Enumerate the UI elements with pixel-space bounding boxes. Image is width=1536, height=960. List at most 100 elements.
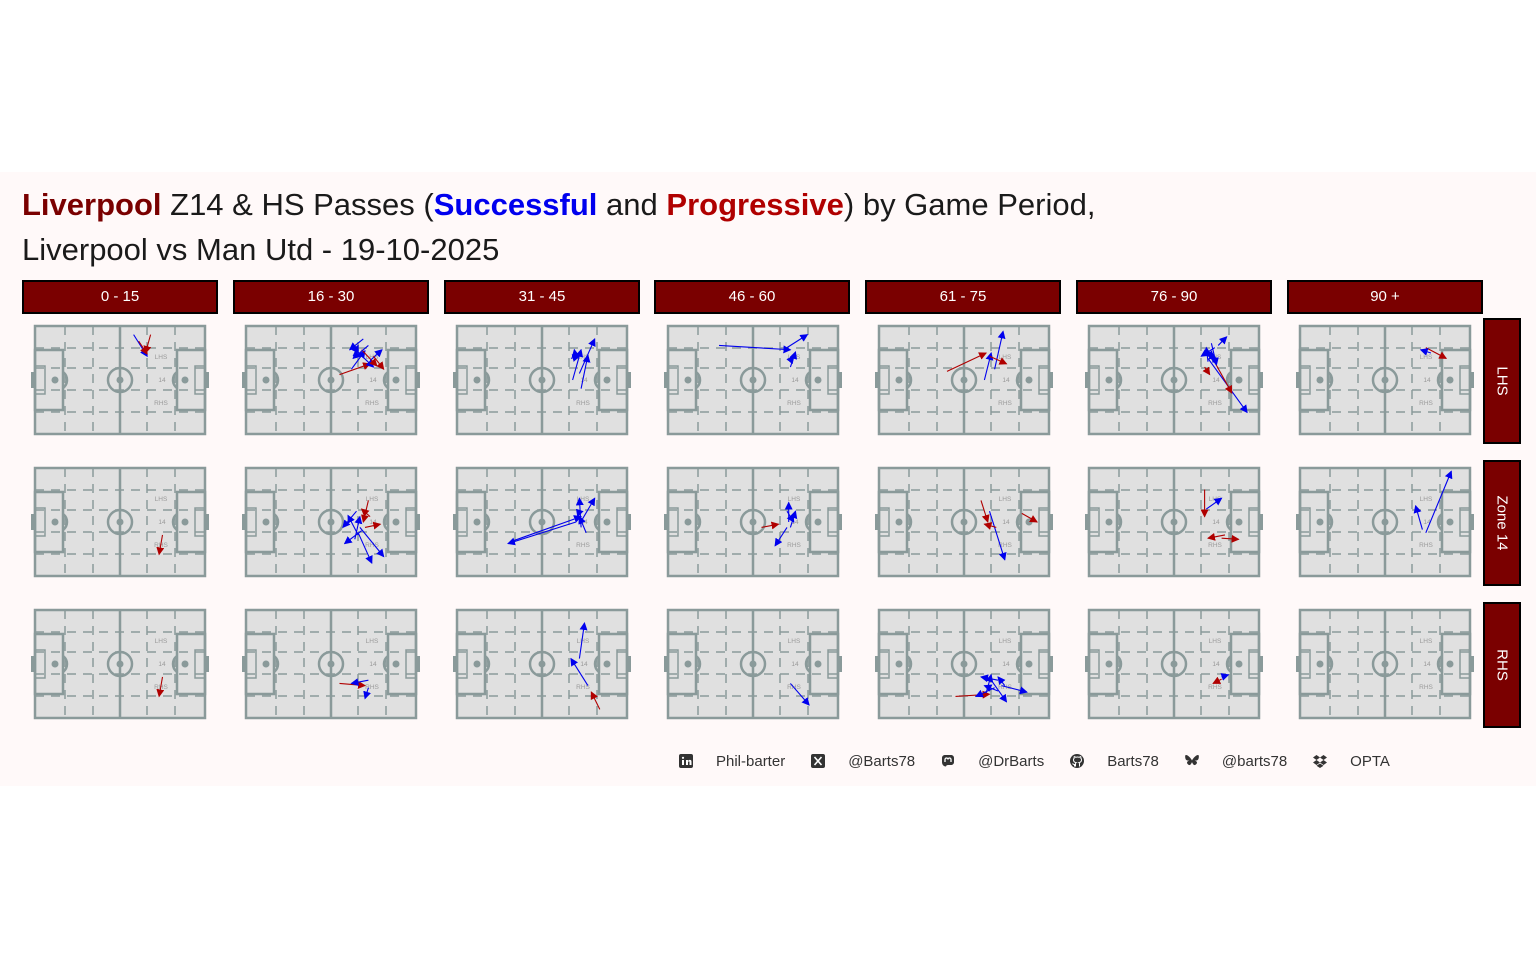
column-strip-4: 61 - 75 bbox=[865, 280, 1061, 314]
penalty-spot-left bbox=[262, 518, 270, 526]
pass-arrow-0 bbox=[980, 500, 990, 523]
pass-arrow-1 bbox=[359, 527, 385, 558]
pitch-2-0: LHS 14 RHS bbox=[31, 608, 209, 720]
zone-label-lhs: LHS bbox=[155, 496, 168, 503]
pass-arrow-0 bbox=[761, 521, 780, 530]
x-twitter-icon[interactable] bbox=[810, 753, 826, 769]
column-strip-0: 0 - 15 bbox=[22, 280, 218, 314]
pass-arrow-0 bbox=[1425, 470, 1453, 534]
arc-left bbox=[484, 371, 491, 389]
goal-right bbox=[1049, 514, 1053, 530]
zone-label-rhs: RHS bbox=[1208, 542, 1222, 549]
linkedin-icon[interactable] bbox=[678, 753, 694, 769]
penalty-spot-left bbox=[262, 660, 270, 668]
arc-right bbox=[804, 371, 811, 389]
penalty-spot-right bbox=[1025, 660, 1033, 668]
zone-label-rhs: RHS bbox=[365, 542, 379, 549]
footer-data-source-text: OPTA bbox=[1350, 752, 1390, 770]
zone-label-lhs: LHS bbox=[788, 496, 801, 503]
zone-label-lhs: LHS bbox=[577, 638, 590, 645]
goal-left bbox=[31, 656, 35, 672]
zone-label-lhs: LHS bbox=[1420, 496, 1433, 503]
github-icon[interactable] bbox=[1069, 753, 1085, 769]
pass-arrow-2 bbox=[1021, 512, 1038, 523]
penalty-spot-left bbox=[473, 660, 481, 668]
goal-left bbox=[453, 372, 457, 388]
footer-bluesky-text[interactable]: @barts78 bbox=[1221, 752, 1288, 770]
penalty-spot-right bbox=[181, 518, 189, 526]
pass-arrow-0 bbox=[156, 676, 165, 698]
zone-label-14: 14 bbox=[791, 519, 799, 526]
zone-label-14: 14 bbox=[1212, 661, 1220, 668]
centre-circle bbox=[739, 366, 767, 394]
pass-arrow-5 bbox=[364, 521, 382, 530]
goal-left bbox=[664, 656, 668, 672]
zone-label-lhs: LHS bbox=[366, 638, 379, 645]
penalty-spot-left bbox=[262, 376, 270, 384]
zone-label-lhs: LHS bbox=[1420, 638, 1433, 645]
goal-left bbox=[1085, 372, 1089, 388]
pass-arrow-6 bbox=[373, 355, 385, 370]
centre-circle bbox=[1371, 366, 1399, 394]
pitch-2-6: LHS 14 RHS bbox=[1296, 608, 1474, 720]
arc-right bbox=[171, 371, 178, 389]
pass-arrow-1 bbox=[1419, 348, 1432, 356]
arc-left bbox=[62, 513, 69, 531]
zone-label-rhs: RHS bbox=[787, 542, 801, 549]
penalty-spot-right bbox=[814, 660, 822, 668]
pass-arrow-1 bbox=[350, 350, 366, 370]
centre-circle bbox=[739, 650, 767, 678]
arc-left bbox=[695, 371, 702, 389]
pass-arrow-8 bbox=[1205, 350, 1214, 360]
centre-spot bbox=[960, 376, 968, 384]
penalty-spot-left bbox=[51, 660, 59, 668]
arc-left bbox=[1116, 371, 1123, 389]
centre-spot bbox=[116, 376, 124, 384]
footer-mastodon-text[interactable]: @DrBarts bbox=[978, 752, 1045, 770]
row-strip-zone14: Zone 14 bbox=[1483, 460, 1521, 586]
goal-right bbox=[1259, 372, 1263, 388]
penalty-spot-left bbox=[51, 518, 59, 526]
centre-circle bbox=[950, 650, 978, 678]
dropbox-icon[interactable] bbox=[1312, 753, 1328, 769]
footer-x-text[interactable]: @Barts78 bbox=[848, 752, 916, 770]
centre-circle bbox=[739, 508, 767, 536]
centre-spot bbox=[1381, 518, 1389, 526]
arc-left bbox=[906, 655, 913, 673]
arc-left bbox=[484, 655, 491, 673]
arc-left bbox=[62, 655, 69, 673]
pass-arrow-2 bbox=[138, 340, 148, 355]
pass-arrow-0 bbox=[946, 352, 988, 372]
zone-label-rhs: RHS bbox=[365, 684, 379, 691]
goal-left bbox=[453, 656, 457, 672]
goal-left bbox=[31, 372, 35, 388]
pitch-0-6: LHS 14 RHS bbox=[1296, 324, 1474, 436]
centre-spot bbox=[960, 660, 968, 668]
penalty-spot-right bbox=[1235, 376, 1243, 384]
column-strip-2: 31 - 45 bbox=[444, 280, 640, 314]
zone-label-lhs: LHS bbox=[577, 496, 590, 503]
goal-left bbox=[875, 514, 879, 530]
bluesky-icon[interactable] bbox=[1184, 753, 1200, 769]
zone-label-lhs: LHS bbox=[1209, 638, 1222, 645]
footer-linkedin-text[interactable]: Phil-barter bbox=[716, 752, 786, 770]
goal-left bbox=[242, 656, 246, 672]
pass-arrow-0 bbox=[511, 515, 583, 542]
pass-arrow-2 bbox=[994, 330, 1006, 370]
zone-label-14: 14 bbox=[1212, 377, 1220, 384]
zone-label-lhs: LHS bbox=[999, 638, 1012, 645]
zone-label-14: 14 bbox=[369, 377, 377, 384]
zone-label-lhs: LHS bbox=[155, 638, 168, 645]
centre-spot bbox=[538, 660, 546, 668]
centre-spot bbox=[116, 518, 124, 526]
mastodon-icon[interactable] bbox=[940, 753, 956, 769]
goal-left bbox=[1296, 372, 1300, 388]
zone-label-14: 14 bbox=[158, 519, 166, 526]
arc-right bbox=[1436, 655, 1443, 673]
zone-label-14: 14 bbox=[1423, 519, 1431, 526]
footer-github-text[interactable]: Barts78 bbox=[1107, 752, 1159, 770]
pass-arrow-7 bbox=[983, 684, 999, 692]
